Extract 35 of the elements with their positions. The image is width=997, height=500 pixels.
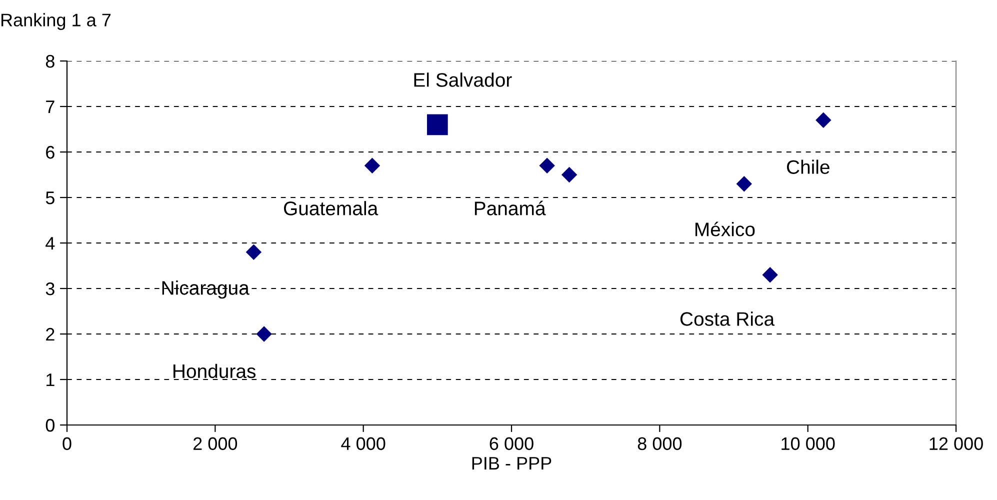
annotation: Guatemala (284, 201, 378, 216)
point (246, 244, 262, 260)
point (736, 176, 752, 192)
annotation: Chile (786, 160, 830, 174)
y-tick-label: 7 (46, 100, 54, 114)
y-tick-label: 3 (46, 282, 54, 296)
x-tick-label: 8 000 (638, 437, 682, 450)
y-tick-label: 5 (46, 192, 54, 204)
y-tick-label: 6 (46, 146, 54, 159)
point (427, 114, 448, 136)
x-tick-label: 2 000 (193, 437, 238, 450)
y-tick-label: 8 (46, 54, 54, 68)
annotation: Nicaragua (162, 280, 250, 299)
point (540, 158, 555, 174)
annotation: México (695, 222, 755, 236)
point (562, 167, 577, 182)
y-tick-label: 1 (46, 374, 54, 386)
y-tick-label: 0 (46, 418, 54, 432)
x-tick-label: 0 (62, 437, 72, 450)
annotation: El Salvador (414, 72, 512, 87)
x-tick-label: 4 000 (341, 437, 386, 450)
point (762, 267, 778, 282)
point (256, 326, 272, 342)
annotation: Costa Rica (680, 312, 775, 326)
y-axis-title: Ranking 1 a 7 (1, 13, 111, 30)
y-tick-label: 2 (46, 328, 54, 341)
annotation: Panamá (474, 200, 546, 216)
x-tick-label: 12 000 (930, 437, 983, 450)
annotation: Honduras (174, 364, 256, 378)
x-tick-label: 6 000 (490, 437, 534, 450)
x-tick-label: 10 000 (782, 437, 835, 450)
point (364, 158, 380, 174)
point (816, 112, 831, 128)
y-tick-label: 4 (46, 237, 55, 250)
x-axis-title: PIB - PPP (472, 457, 552, 470)
